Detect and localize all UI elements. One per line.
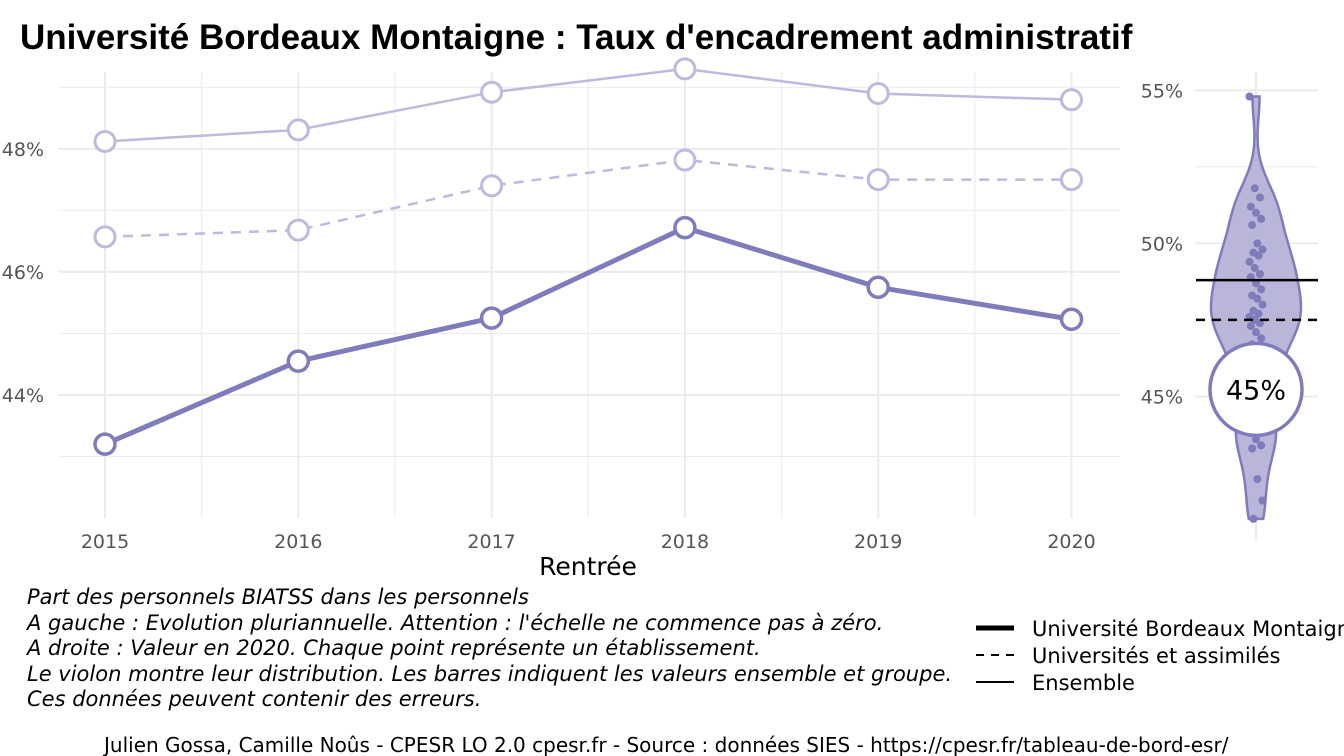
violin-point (1258, 245, 1267, 254)
caption-block: Part des personnels BIATSS dans les pers… (25, 585, 952, 711)
violin-point (1250, 184, 1259, 193)
violin-point (1255, 193, 1264, 202)
violin-point (1253, 294, 1262, 303)
legend-label-1: Université Bordeaux Montaigne (1032, 617, 1344, 641)
series-point-dashed (866, 168, 890, 192)
left-y-tick-label: 48% (2, 139, 44, 161)
right-y-tick-label: 45% (1141, 386, 1183, 408)
left-y-tick-labels: 44% 46% 48% (2, 139, 44, 407)
right-y-tick-label: 50% (1141, 233, 1183, 255)
series-point-thin (1060, 88, 1083, 112)
left-x-tick-label: 2020 (1047, 531, 1095, 553)
violin-point (1253, 239, 1262, 248)
series-point-thin (480, 80, 504, 104)
series-point-thin (866, 82, 890, 106)
left-gridlines (58, 72, 1120, 518)
left-panel-line-chart: 44% 46% 48% 2015 2016 2017 2018 2019 2020 Rentr… (2, 57, 1120, 581)
violin-point (1257, 285, 1266, 294)
series-point-thick (673, 215, 697, 240)
violin-point (1249, 514, 1258, 523)
violin-point (1254, 309, 1263, 318)
series-point-dashed (1060, 168, 1083, 192)
left-x-tick-label: 2018 (661, 531, 709, 553)
violin-point (1255, 270, 1264, 279)
left-x-tick-label: 2017 (467, 531, 515, 553)
x-axis-label: Rentrée (539, 552, 637, 581)
violin-point (1252, 208, 1260, 217)
violin-point (1246, 202, 1255, 211)
right-y-tick-labels: 45% 50% 55% (1141, 80, 1183, 408)
violin-point (1257, 334, 1266, 343)
series-point-dashed (480, 174, 504, 198)
legend-label-2: Universités et assimilés (1032, 644, 1280, 668)
left-y-tick-label: 46% (2, 262, 44, 284)
left-x-tick-label: 2016 (274, 531, 322, 553)
left-x-tick-label: 2015 (81, 531, 129, 553)
series-point-dashed (673, 148, 697, 172)
violin-point (1257, 214, 1266, 223)
violin-point (1254, 251, 1263, 260)
violin-point (1258, 496, 1267, 505)
caption-line-5: Ces données peuvent contenir des erreurs… (27, 687, 481, 711)
violin-point (1248, 444, 1257, 453)
series-point-dashed (286, 218, 310, 242)
series-line-dashed (104, 158, 1072, 239)
highlight-value-circle (1208, 341, 1304, 438)
highlight-value-label: 45% (1226, 375, 1286, 406)
right-panel-violin: 45% 50% 55% 45% (1141, 72, 1318, 540)
violin-point (1246, 322, 1255, 331)
left-x-tick-labels: 2015 2016 2017 2018 2019 2020 (81, 531, 1096, 553)
violin-point (1253, 475, 1262, 484)
violin-reference-lines (1196, 278, 1318, 322)
violin-point (1248, 221, 1257, 230)
violin-point (1258, 300, 1267, 309)
right-y-tick-label: 55% (1141, 80, 1183, 102)
caption-line-3: A droite : Valeur en 2020. Chaque point … (25, 636, 761, 660)
violin-point (1250, 263, 1259, 272)
left-y-tick-label: 44% (2, 385, 44, 407)
series-point-thin (673, 57, 697, 81)
caption-line-1: Part des personnels BIATSS dans les pers… (27, 585, 529, 609)
violin-point (1252, 435, 1260, 444)
violin-point (1252, 328, 1260, 337)
violin-point (1245, 92, 1254, 101)
series-point-thick (286, 349, 311, 373)
caption-line-2: A gauche : Evolution pluriannuelle. Atte… (25, 611, 883, 635)
violin-point (1245, 257, 1254, 266)
violin-point (1257, 441, 1266, 450)
series-point-thin (93, 130, 117, 154)
series-point-thin (286, 118, 310, 142)
left-x-tick-label: 2019 (854, 531, 902, 553)
series-line-thin (104, 67, 1072, 143)
series-point-thick (479, 306, 504, 330)
chart-title: Université Bordeaux Montaigne : Taux d'e… (20, 18, 1133, 57)
series-point-thick (1059, 307, 1084, 332)
legend-label-3: Ensemble (1032, 671, 1135, 695)
violin-shape (1209, 95, 1303, 521)
legend: Université Bordeaux Montaigne Université… (976, 617, 1344, 695)
series-point-thick (866, 275, 890, 300)
series-line-thick (104, 225, 1072, 447)
series-point-dashed (93, 225, 117, 249)
caption-line-4: Le violon montre leur distribution. Les … (27, 662, 952, 686)
credit-line: Julien Gossa, Camille Noûs - CPESR LO 2.… (102, 733, 1229, 756)
left-series-group (93, 57, 1084, 456)
series-point-thick (93, 432, 117, 456)
